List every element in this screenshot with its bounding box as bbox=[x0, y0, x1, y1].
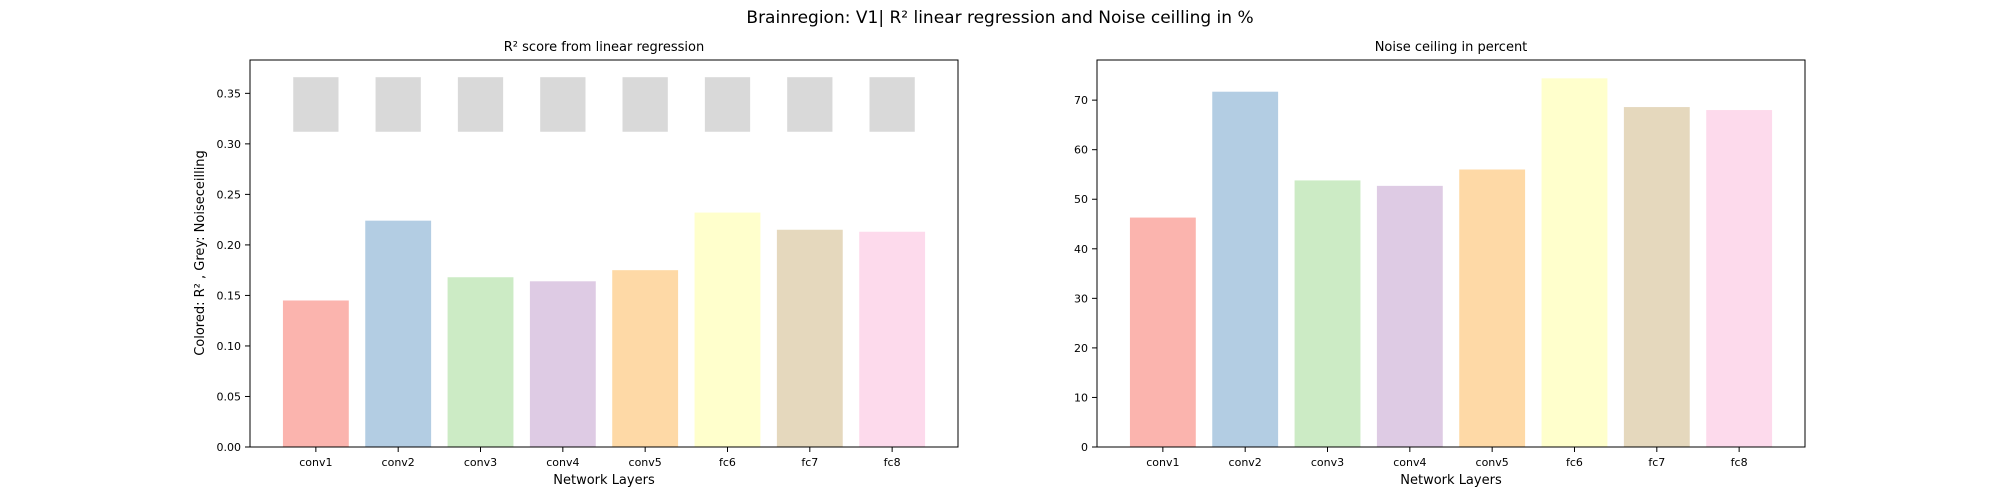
noise-ceiling-x-tick-label: conv3 bbox=[1311, 456, 1344, 469]
r2-bar-conv2 bbox=[365, 220, 432, 447]
noise-ceiling-x-axis-label: Network Layers bbox=[1400, 473, 1502, 488]
r2-y-tick-label: 0.10 bbox=[217, 340, 242, 353]
r2-y-axis-label: Colored: R² , Grey: Noiseceilling bbox=[193, 150, 208, 356]
noise-ceiling-y-tick-label: 60 bbox=[1074, 144, 1088, 157]
noise-ceiling-box-conv3 bbox=[457, 77, 504, 132]
noise-ceiling-y-tick-label: 20 bbox=[1074, 342, 1088, 355]
r2-bar-fc8 bbox=[859, 231, 926, 447]
noise-ceiling-box-conv2 bbox=[375, 77, 421, 132]
r2-x-tick-label: fc8 bbox=[884, 456, 901, 469]
noise-ceiling-x-tick-label: fc6 bbox=[1566, 456, 1583, 469]
r2-y-tick-label: 0.00 bbox=[217, 441, 242, 454]
r2-subplot-title: R² score from linear regression bbox=[504, 40, 704, 55]
r2-x-tick-label: fc7 bbox=[801, 456, 818, 469]
noise-ceiling-box-conv4 bbox=[540, 77, 586, 132]
noise-ceiling-y-tick-label: 50 bbox=[1074, 193, 1088, 206]
noise-ceiling-x-axis: conv1 conv2 conv3 conv4 conv5 fc6 fc7 fc8 bbox=[1146, 447, 1748, 469]
noise-ceiling-bars bbox=[293, 77, 915, 132]
r2-bar-conv1 bbox=[282, 300, 349, 447]
noise-ceiling-percent-bars bbox=[1129, 78, 1773, 448]
noise-ceiling-subplot-title: Noise ceiling in percent bbox=[1375, 40, 1528, 55]
r2-x-axis: conv1 conv2 conv3 conv4 conv5 fc6 fc7 fc8 bbox=[299, 447, 901, 469]
noise-ceiling-bar-conv2 bbox=[1212, 91, 1279, 447]
noise-ceiling-y-axis: 0 10 20 30 40 50 60 70 bbox=[1074, 94, 1097, 454]
r2-y-tick-label: 0.35 bbox=[217, 87, 242, 100]
r2-bar-conv3 bbox=[447, 277, 514, 447]
noise-ceiling-y-tick-label: 10 bbox=[1074, 391, 1088, 404]
noise-ceiling-bar-fc7 bbox=[1623, 107, 1690, 447]
noise-ceiling-x-tick-label: conv4 bbox=[1393, 456, 1426, 469]
figure-suptitle: Brainregion: V1| R² linear regression an… bbox=[746, 8, 1253, 28]
r2-bar-fc6 bbox=[694, 212, 761, 447]
noise-ceiling-x-tick-label: conv1 bbox=[1146, 456, 1179, 469]
noise-ceiling-x-tick-label: conv5 bbox=[1476, 456, 1509, 469]
r2-y-tick-label: 0.25 bbox=[217, 188, 242, 201]
noise-ceiling-y-tick-label: 40 bbox=[1074, 243, 1088, 256]
noise-ceiling-bar-fc8 bbox=[1706, 110, 1773, 448]
r2-bar-fc7 bbox=[776, 229, 843, 447]
noise-ceiling-subplot: Noise ceiling in percent 0 10 20 30 40 50 60 70… bbox=[1074, 40, 1806, 488]
noise-ceiling-bar-conv4 bbox=[1376, 185, 1443, 448]
r2-plot-frame bbox=[249, 59, 959, 448]
r2-bars bbox=[282, 212, 926, 447]
r2-x-tick-label: conv3 bbox=[464, 456, 497, 469]
noise-ceiling-box-conv1 bbox=[293, 77, 339, 132]
r2-x-axis-label: Network Layers bbox=[553, 473, 655, 488]
r2-y-tick-label: 0.20 bbox=[217, 239, 242, 252]
noise-ceiling-box-fc7 bbox=[787, 77, 833, 132]
r2-subplot: R² score from linear regression 0.00 0.05… bbox=[193, 40, 959, 488]
r2-y-tick-label: 0.05 bbox=[217, 390, 242, 403]
r2-y-tick-label: 0.30 bbox=[217, 138, 242, 151]
noise-ceiling-bar-conv3 bbox=[1294, 180, 1361, 447]
noise-ceiling-bar-conv1 bbox=[1129, 217, 1196, 447]
noise-ceiling-box-fc6 bbox=[704, 77, 751, 132]
r2-x-tick-label: conv2 bbox=[382, 456, 415, 469]
noise-ceiling-bar-fc6 bbox=[1541, 78, 1608, 447]
r2-x-tick-label: conv5 bbox=[629, 456, 662, 469]
noise-ceiling-y-tick-label: 0 bbox=[1081, 441, 1088, 454]
r2-y-axis: 0.00 0.05 0.10 0.15 0.20 0.25 0.30 0.35 bbox=[217, 87, 250, 454]
r2-x-tick-label: fc6 bbox=[719, 456, 736, 469]
noise-ceiling-x-tick-label: fc7 bbox=[1648, 456, 1665, 469]
r2-y-tick-label: 0.15 bbox=[217, 289, 242, 302]
noise-ceiling-box-conv5 bbox=[622, 77, 668, 132]
noise-ceiling-y-tick-label: 70 bbox=[1074, 94, 1088, 107]
r2-bar-conv5 bbox=[612, 270, 679, 447]
noise-ceiling-box-fc8 bbox=[869, 77, 915, 132]
r2-bar-conv4 bbox=[529, 281, 596, 447]
noise-ceiling-bar-conv5 bbox=[1459, 169, 1526, 448]
r2-x-tick-label: conv1 bbox=[299, 456, 332, 469]
r2-x-tick-label: conv4 bbox=[546, 456, 579, 469]
noise-ceiling-y-tick-label: 30 bbox=[1074, 292, 1088, 305]
noise-ceiling-plot-frame bbox=[1096, 59, 1806, 448]
noise-ceiling-x-tick-label: conv2 bbox=[1229, 456, 1262, 469]
noise-ceiling-x-tick-label: fc8 bbox=[1731, 456, 1748, 469]
